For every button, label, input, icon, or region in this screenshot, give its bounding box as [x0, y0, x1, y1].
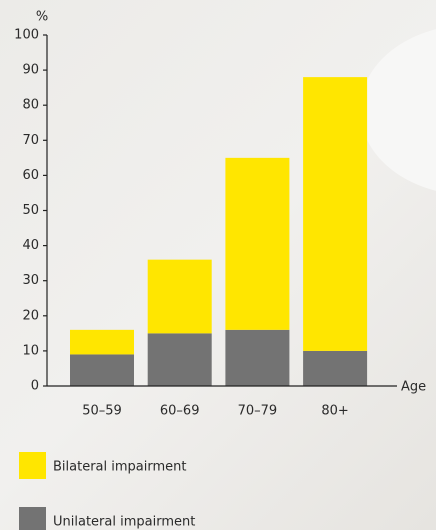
legend-label: Unilateral impairment	[53, 515, 195, 530]
y-tick-label: 20	[22, 308, 39, 323]
background-shape	[360, 29, 436, 191]
x-tick-label: 70–79	[238, 404, 278, 419]
x-tick-label: 60–69	[160, 404, 200, 419]
bar-segment	[147, 333, 212, 386]
y-tick-label: 70	[22, 133, 39, 148]
x-axis-label: Age	[401, 380, 426, 395]
x-tick-label: 80+	[321, 404, 348, 419]
y-axis-label: %	[36, 10, 48, 25]
y-tick-label: 60	[22, 168, 39, 183]
legend-swatch	[19, 507, 46, 530]
bar-segment	[303, 77, 368, 351]
y-tick-label: 100	[14, 28, 39, 43]
legend-swatch	[19, 452, 46, 479]
bar-segment	[225, 157, 290, 330]
y-tick-label: 30	[22, 273, 39, 288]
y-tick-label: 80	[22, 98, 39, 113]
y-tick-label: 0	[31, 379, 39, 394]
y-tick-label: 40	[22, 238, 39, 253]
y-tick-label: 10	[22, 343, 39, 358]
bar-segment	[70, 329, 134, 355]
bar-segment	[147, 259, 212, 334]
legend-label: Bilateral impairment	[53, 460, 186, 475]
y-tick-label: 50	[22, 203, 39, 218]
bar-segment	[303, 350, 368, 386]
x-tick-label: 50–59	[82, 404, 122, 419]
bar-segment	[225, 329, 290, 386]
bar-segment	[70, 354, 134, 386]
y-tick-label: 90	[22, 63, 39, 78]
